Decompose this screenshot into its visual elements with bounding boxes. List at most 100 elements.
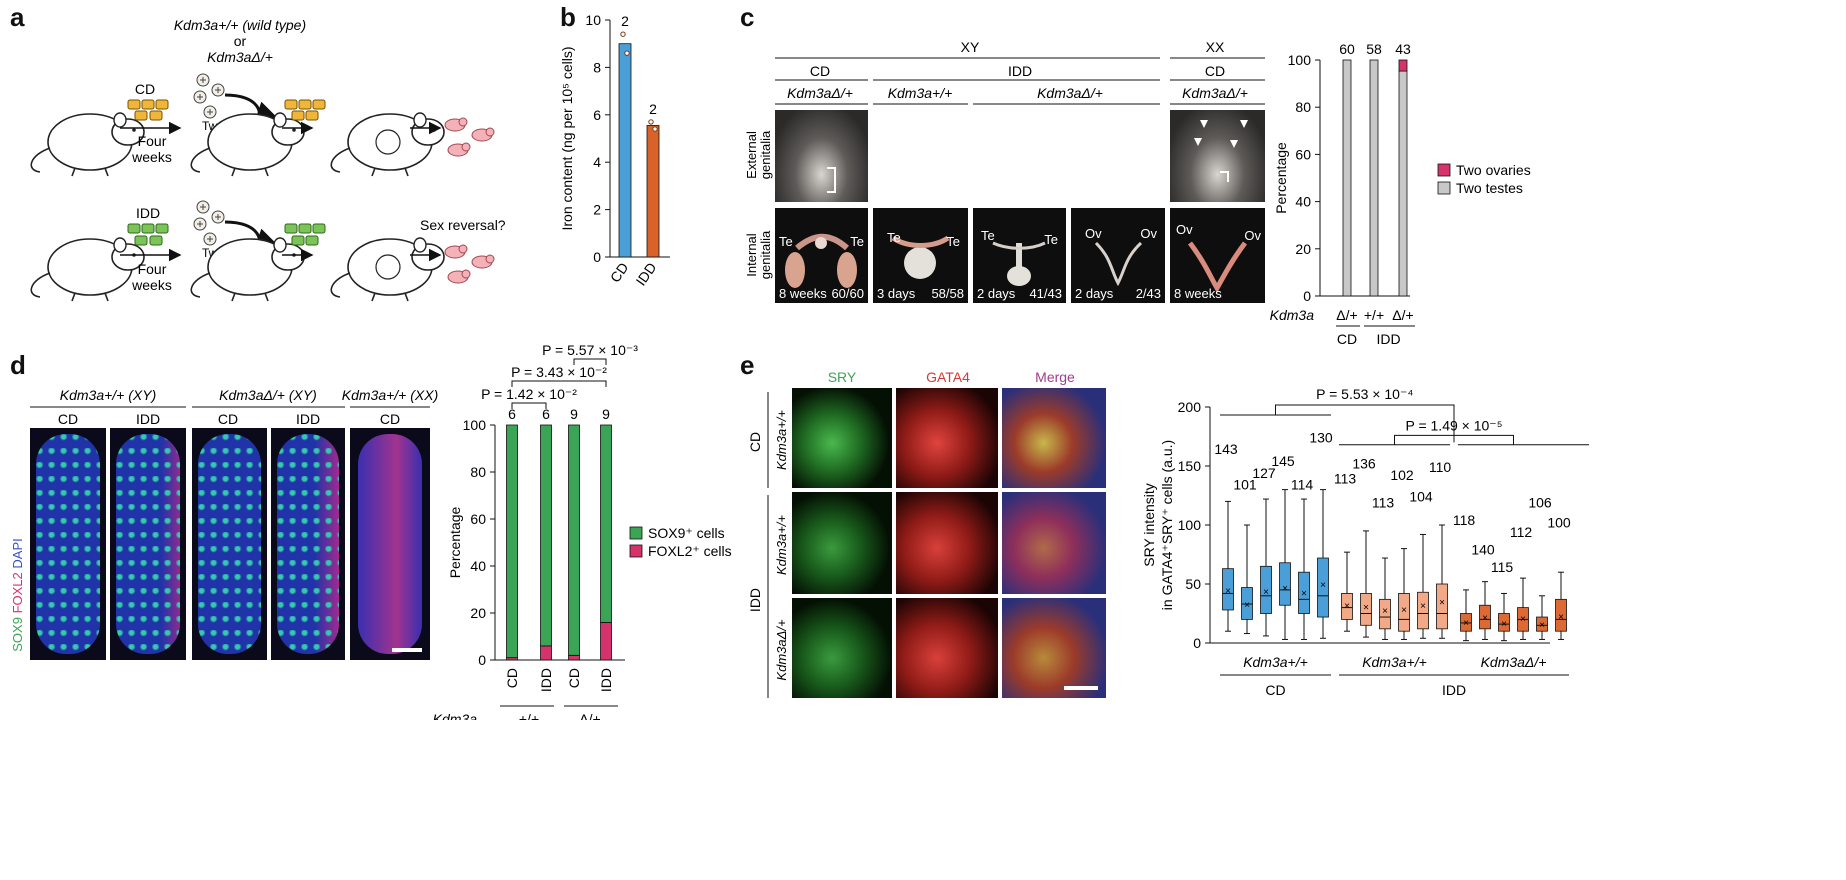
mean-marker: × [1225, 586, 1231, 597]
genotype-line3: Kdm3aΔ/+ [207, 49, 273, 65]
legend-swatch [629, 526, 643, 540]
n-label: 106 [1528, 494, 1552, 510]
panel-d-label: d [10, 350, 26, 380]
genotype-line2: or [234, 33, 247, 49]
d-g2: Kdm3aΔ/+ (XY) [219, 387, 317, 403]
photo5-left: 8 weeks [1174, 286, 1222, 301]
mean-marker: × [1463, 618, 1469, 629]
photo3-left: 2 days [977, 286, 1016, 301]
y-tick-label: 10 [585, 12, 601, 28]
p-value-label: P = 5.53 × 10⁻⁴ [1316, 386, 1413, 402]
y-axis-label-line2: in GATA4⁺SRY⁺ cells (a.u.) [1159, 440, 1175, 610]
pregnant-mouse-icon [330, 112, 445, 177]
panel-c-headers: XY XX CD IDD CD Kdm3aΔ/+ Kdm3a+/+ Kdm3aΔ… [744, 39, 1265, 279]
photo-internal-4: Ov Ov 2 days 2/43 [1071, 208, 1165, 303]
significance-bracket [511, 380, 607, 387]
merge-idd-wt-image [1002, 492, 1106, 594]
n-label: 9 [602, 406, 610, 422]
legend-swatch [1437, 163, 1451, 177]
y-tick-label: 2 [593, 202, 601, 218]
row-label: Kdm3a [1270, 307, 1314, 323]
mean-marker: × [1439, 598, 1445, 609]
idd-pellet-icon [284, 223, 326, 246]
n-label: 143 [1214, 441, 1238, 457]
sry-cd-image [792, 388, 892, 488]
y-tick-label: 0 [478, 652, 486, 668]
x-tick-label: +/+ [1364, 307, 1384, 323]
gata4-idd-mut-image [896, 598, 998, 698]
photo3-tl: Te [981, 228, 995, 243]
mean-marker: × [1420, 601, 1426, 612]
panel-d: d Kdm3a+/+ (XY) Kdm3aΔ/+ (XY) Kdm3a+/+ (… [0, 342, 760, 880]
embryo-cluster-icon [193, 73, 225, 119]
mean-marker: × [1539, 620, 1545, 631]
mean-marker: × [1482, 613, 1488, 624]
photo-internal-1: Te Te 8 weeks 60/60 [775, 208, 868, 303]
stacked-bar-segment [1398, 59, 1408, 72]
legend-label: SOX9⁺ cells [648, 525, 725, 541]
e-col-merge: Merge [1035, 369, 1075, 385]
photo-internal-5: Ov Ov 8 weeks [1170, 208, 1265, 303]
mean-marker: × [1244, 600, 1250, 611]
y-tick-label: 50 [1185, 576, 1201, 592]
n-label: 43 [1395, 41, 1411, 57]
mean-marker: × [1363, 602, 1369, 613]
panel-b: b 0 2 4 6 8 10 Iron content (ng per 10⁵ cells)… [550, 0, 740, 320]
cd-pellet-icon [284, 99, 326, 121]
panel-a: a [0, 0, 640, 330]
gata4-idd-wt-image [896, 492, 998, 594]
n-label: 118 [1453, 512, 1476, 528]
n-label: 130 [1309, 429, 1333, 445]
genotype-label: Kdm3aΔ/+ [1481, 654, 1547, 670]
n-label: 113 [1334, 471, 1357, 487]
box [1379, 598, 1391, 630]
weeks1b: weeks [131, 149, 172, 165]
photo-external-xx [1170, 110, 1265, 202]
photo4-tl: Ov [1085, 226, 1102, 241]
genotype-label: Δ/+ [579, 711, 600, 720]
photo1-tl: Te [779, 234, 793, 249]
photo3-tr: Te [1044, 232, 1058, 247]
d-col3: CD [218, 411, 238, 427]
x-tick-label: CD [504, 668, 520, 688]
d-col5: CD [380, 411, 400, 427]
genotype-label: Kdm3a+/+ [1243, 654, 1308, 670]
genotype-line1: Kdm3a+/+ (wild type) [174, 17, 306, 33]
scale-bar [1064, 686, 1098, 690]
hdr-g1: Kdm3aΔ/+ [787, 85, 853, 101]
hdr-g2: Kdm3a+/+ [888, 85, 953, 101]
e-col-gata4: GATA4 [926, 369, 970, 385]
uterus-icon [375, 254, 401, 280]
box [1360, 593, 1372, 626]
box [1460, 613, 1472, 632]
mean-marker: × [1282, 584, 1288, 595]
p-value-label: P = 5.57 × 10⁻³ [542, 342, 638, 358]
mean-marker: × [1520, 614, 1526, 625]
section-image-3 [192, 428, 267, 660]
e-col-sry: SRY [828, 369, 857, 385]
pups-icon [444, 244, 495, 284]
e-r1: Kdm3a+/+ [774, 410, 789, 470]
y-tick-label: 80 [470, 464, 486, 480]
uterus-icon [375, 129, 401, 155]
p-value-label: P = 3.43 × 10⁻² [511, 364, 607, 380]
diet-label: IDD [1442, 682, 1466, 698]
section-image-4 [271, 428, 345, 660]
photo5-tl: Ov [1176, 222, 1193, 237]
hdr-xy: XY [961, 39, 980, 55]
y-axis-label: Percentage [447, 506, 463, 578]
y-tick-label: 0 [1303, 288, 1311, 304]
mouse-icon [30, 237, 145, 302]
e-row-idd: IDD [747, 588, 763, 612]
stacked-bar-segment [506, 424, 518, 659]
data-point [648, 119, 654, 125]
box [1555, 598, 1567, 632]
row-external: Externalgenitalia [744, 130, 773, 179]
legend-label: FOXL2⁺ cells [648, 543, 732, 559]
y-axis-label: Percentage [1273, 142, 1289, 214]
photo-external-cd [775, 110, 868, 202]
photo2-tl: Te [887, 230, 901, 245]
y-tick-label: 150 [1178, 458, 1202, 474]
photo1-tr: Te [850, 234, 864, 249]
box [1536, 616, 1548, 632]
